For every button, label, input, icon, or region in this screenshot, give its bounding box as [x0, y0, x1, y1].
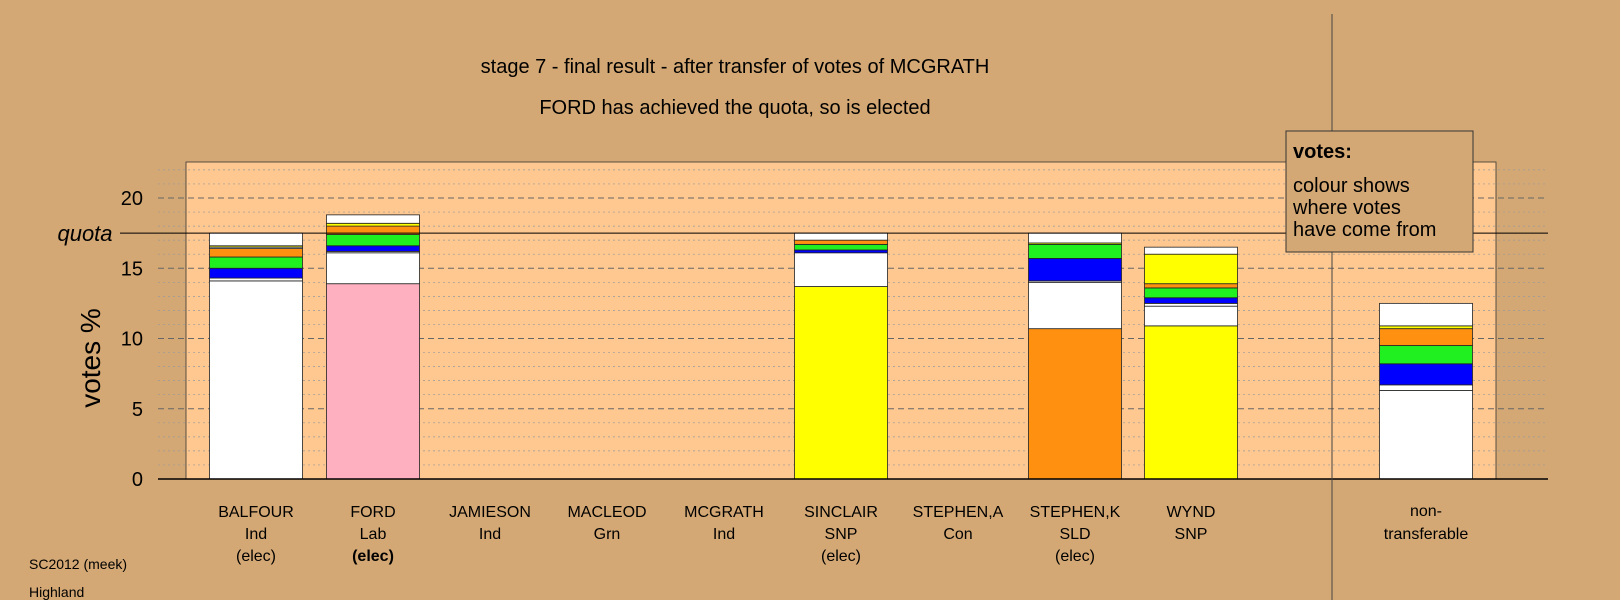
bar-segment-ind [326, 252, 420, 285]
candidate-party: Lab [360, 526, 387, 543]
bar-segment-sld [1144, 283, 1238, 289]
chart-title: stage 7 - final result - after transfer … [481, 56, 990, 78]
y-tick-label: 5 [132, 399, 143, 421]
bar-segment-ind [209, 277, 303, 282]
legend-line: colour shows [1293, 175, 1410, 197]
legend-line: have come from [1293, 219, 1436, 241]
y-tick-label: 20 [121, 188, 143, 210]
bar-segment-ind [1144, 305, 1238, 327]
candidate-party: Con [943, 526, 972, 543]
legend-heading: votes: [1293, 141, 1352, 163]
bar-segment-ind [1028, 281, 1122, 330]
candidate-label: FORD Lab (elec) [350, 504, 395, 565]
bar-segment-sld [1028, 328, 1122, 480]
candidate-status: (elec) [821, 548, 861, 565]
bar-segment-grn [326, 234, 420, 247]
bar-segment-con [1144, 297, 1238, 304]
candidate-label: SINCLAIR SNP (elec) [804, 504, 878, 565]
bar-segment-snp [1379, 325, 1473, 330]
bar-segment-con [1028, 258, 1122, 282]
candidate-party: SNP [1175, 526, 1208, 543]
bar-segment-con [1379, 363, 1473, 386]
bar-segment-ind [1028, 232, 1122, 244]
candidate-label: MCGRATH Ind [684, 504, 764, 543]
bar-segment-sld [794, 239, 888, 245]
legend-box [1285, 130, 1474, 253]
bar-nontransferable [1379, 302, 1473, 480]
candidate-label: BALFOUR Ind (elec) [218, 504, 294, 565]
bar-segment-ind [1144, 302, 1238, 307]
bar-balfour [209, 232, 303, 480]
candidate-label: MACLEOD Grn [567, 504, 646, 543]
candidate-name: WYND [1167, 504, 1216, 521]
footer-system: SC2012 (meek) [29, 556, 127, 572]
candidate-party: SLD [1059, 526, 1090, 543]
bar-segment-snp [794, 286, 888, 480]
bar-segment-ind [794, 232, 888, 241]
candidate-status: (elec) [352, 548, 394, 565]
candidate-party: Ind [479, 526, 501, 543]
bar-segment-ind [1379, 390, 1473, 480]
nontransferable-label-line: transferable [1384, 526, 1469, 543]
nontransferable-label-line: non- [1410, 503, 1442, 520]
candidate-name: STEPHEN,A [913, 504, 1004, 521]
bar-segment-con [326, 245, 420, 252]
bar-segment-grn [1379, 345, 1473, 365]
bar-segment-lab [326, 283, 420, 480]
candidate-status: (elec) [1055, 548, 1095, 565]
y-tick-label: 0 [132, 469, 143, 491]
bar-segment-ind [209, 280, 303, 480]
chart-subtitle: FORD has achieved the quota, so is elect… [539, 97, 930, 119]
candidate-labels: BALFOUR Ind (elec) FORD Lab (elec) JAMIESON Ind… [218, 503, 1468, 565]
bar-segment-ind [794, 252, 888, 287]
candidate-label: STEPHEN,A Con [913, 504, 1004, 543]
bar-segment-ind [1379, 302, 1473, 327]
bar-segment-grn [209, 256, 303, 269]
candidate-party: Ind [713, 526, 735, 543]
bar-segment-sld [209, 248, 303, 258]
candidate-name: MACLEOD [567, 504, 646, 521]
candidate-name: BALFOUR [218, 504, 294, 521]
bar-stephen-k [1028, 232, 1122, 480]
bar-segment-grn [1028, 243, 1122, 259]
y-tick-label: 10 [121, 329, 143, 351]
candidate-party: Grn [594, 526, 621, 543]
candidate-label: JAMIESON Ind [449, 504, 531, 543]
bar-sinclair [794, 232, 888, 480]
candidate-party: SNP [825, 526, 858, 543]
candidate-name: JAMIESON [449, 504, 531, 521]
bar-segment-snp [1144, 253, 1238, 285]
nontransferable-label: non-transferable [1384, 503, 1469, 543]
y-axis-label: votes % [75, 308, 106, 408]
candidate-status: (elec) [236, 548, 276, 565]
bar-segment-con [209, 267, 303, 279]
candidate-party: Ind [245, 526, 267, 543]
footer-region: Highland [29, 584, 84, 600]
candidate-name: STEPHEN,K [1030, 504, 1121, 521]
legend: votes: colour shows where votes have com… [1285, 130, 1474, 253]
bar-segment-grn [794, 243, 888, 251]
bar-wynd [1144, 246, 1238, 480]
bar-segment-grn [1144, 287, 1238, 299]
bar-segment-snp [326, 222, 420, 227]
bar-segment-con [794, 249, 888, 254]
bar-segment-snp [1144, 325, 1238, 480]
legend-line: where votes [1292, 197, 1401, 219]
y-tick-label: 15 [121, 258, 143, 280]
candidate-name: FORD [350, 504, 395, 521]
bar-segment-ind [1379, 384, 1473, 391]
quota-label: quota [57, 221, 112, 246]
bar-segment-sld [1379, 328, 1473, 346]
candidate-label: WYND SNP [1167, 504, 1216, 543]
bar-segment-ind [209, 232, 303, 247]
candidate-label: STEPHEN,K SLD (elec) [1030, 504, 1121, 565]
bar-segment-ind [326, 214, 420, 224]
candidate-name: SINCLAIR [804, 504, 878, 521]
bar-ford [326, 214, 420, 480]
candidate-name: MCGRATH [684, 504, 764, 521]
bar-segment-ind [1144, 246, 1238, 255]
bars [209, 214, 1473, 480]
